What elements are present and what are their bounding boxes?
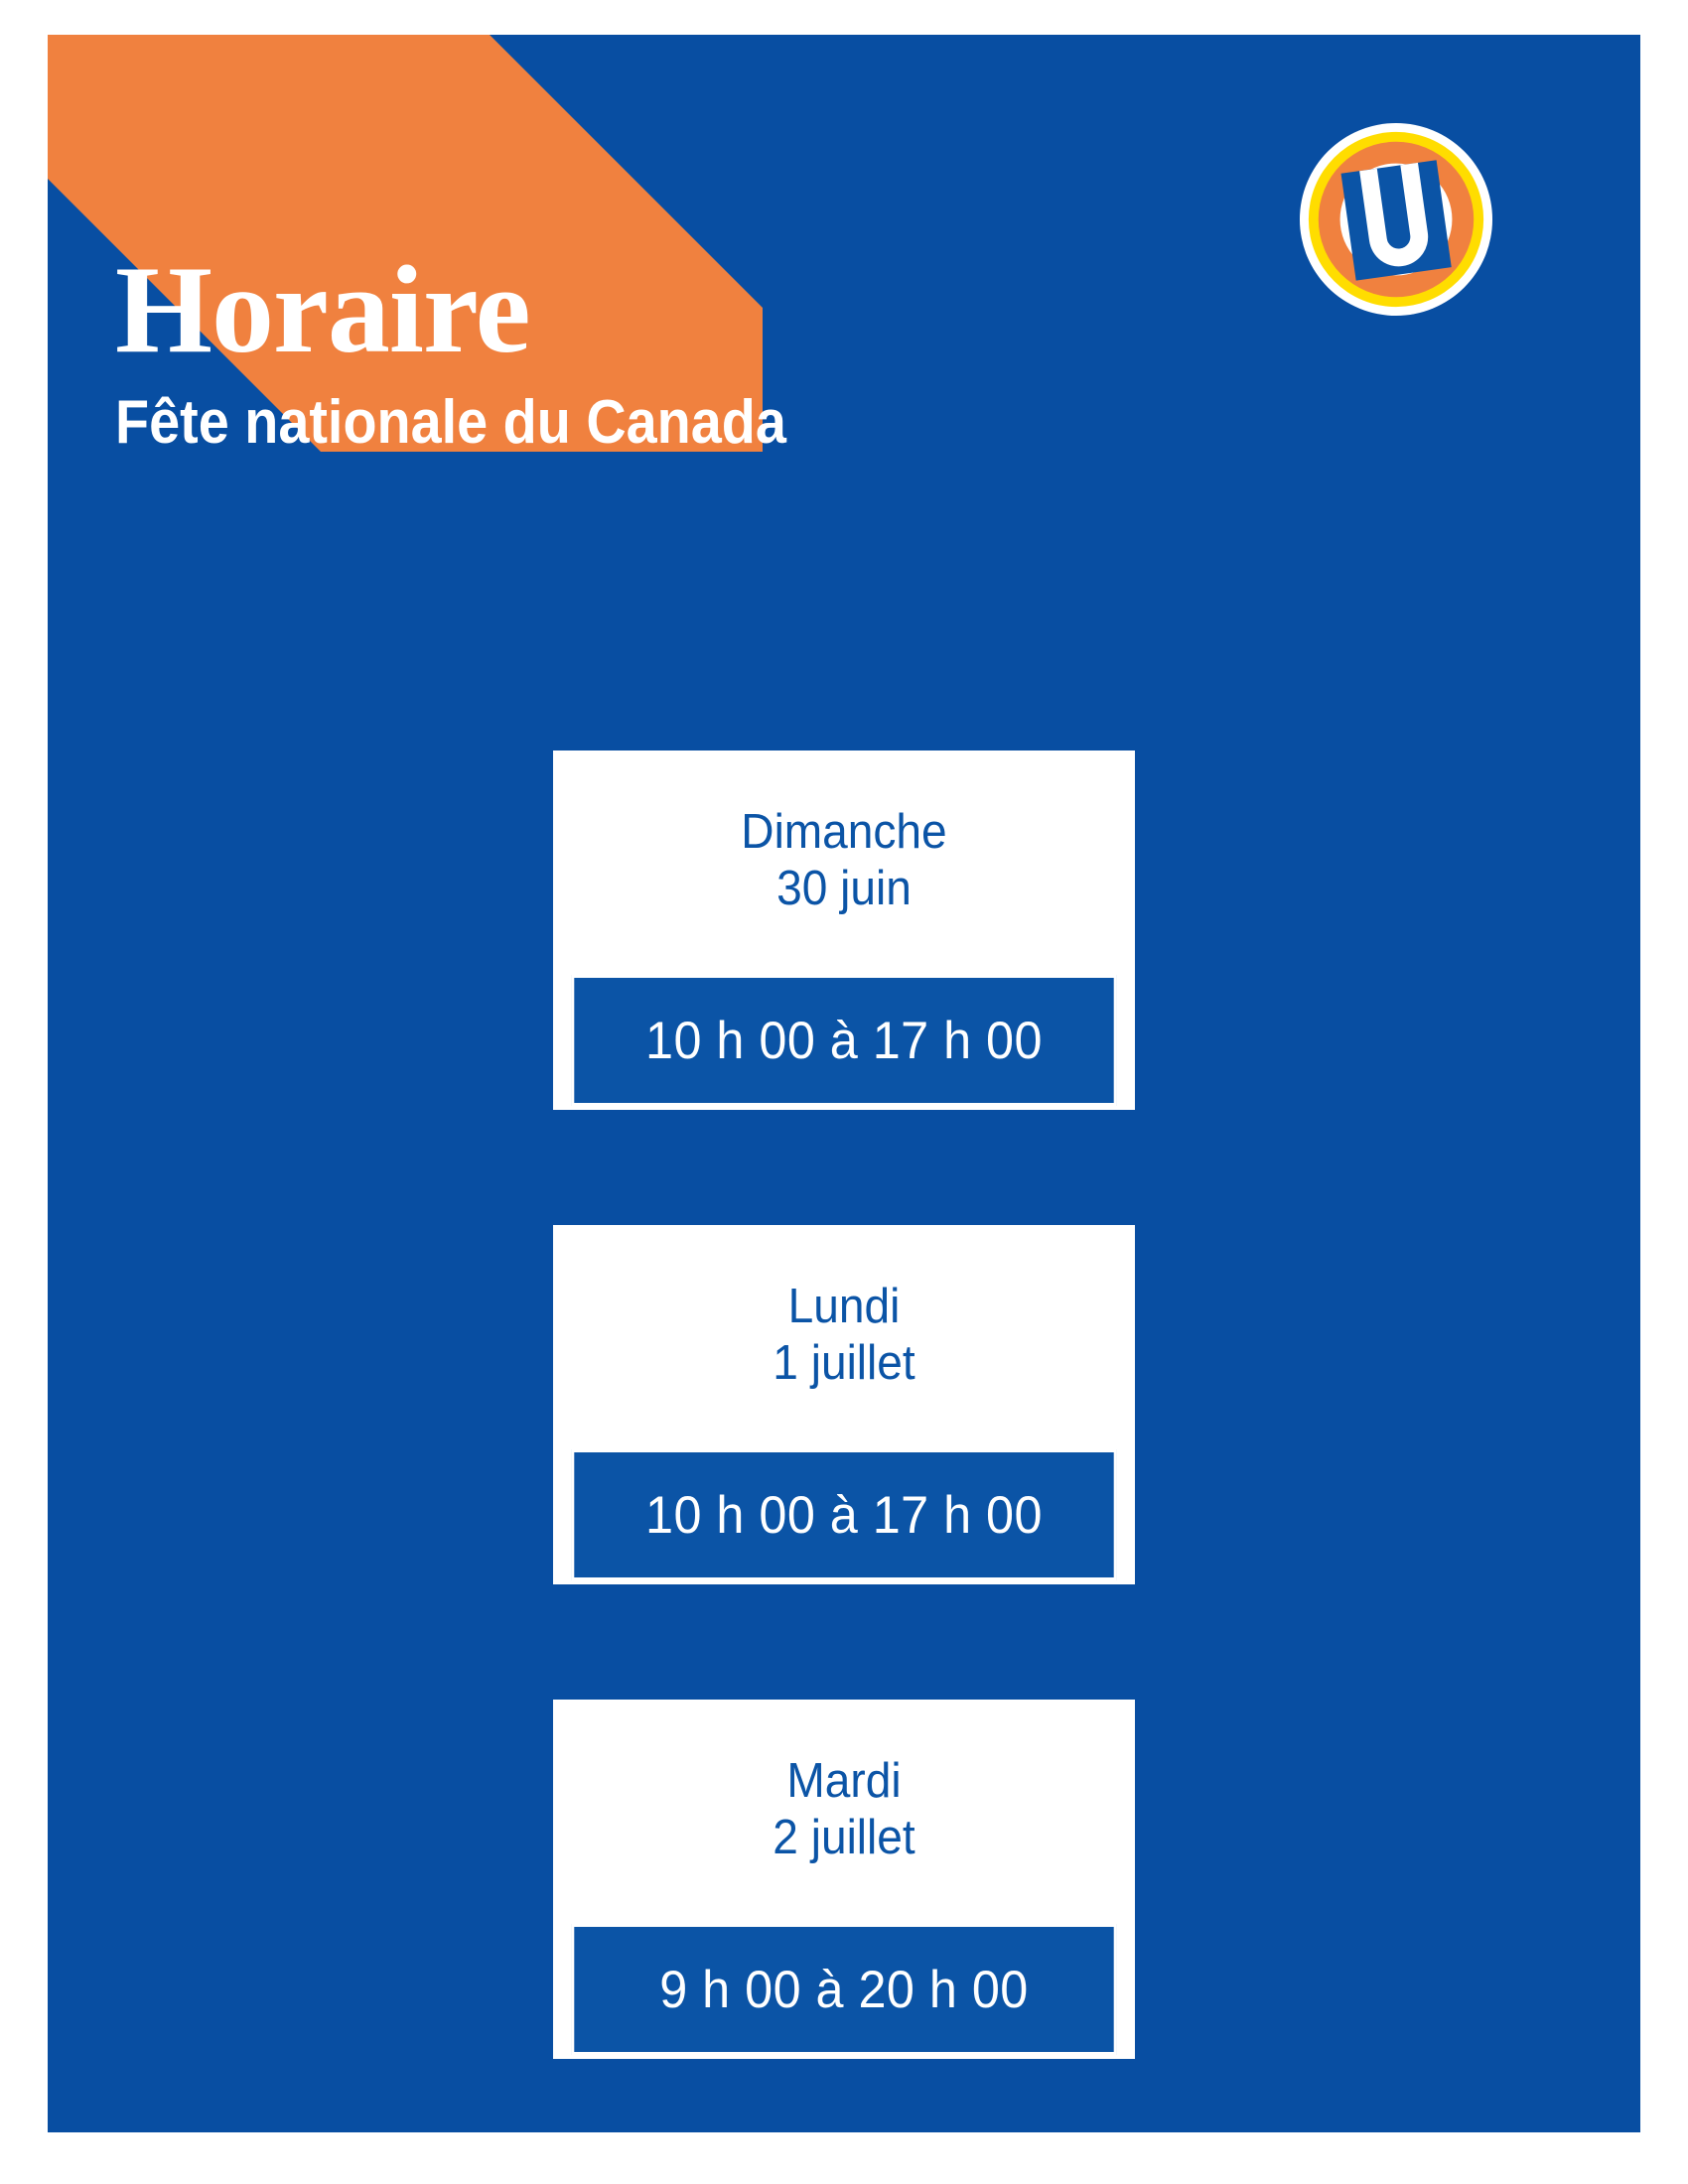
schedule-card-hours: 9 h 00 à 20 h 00: [571, 1924, 1117, 2055]
schedule-card-day: Lundi 1 juillet: [571, 1225, 1118, 1445]
schedule-card-hours-wrap: 10 h 00 à 17 h 00: [553, 1445, 1135, 1584]
schedule-card-hours: 10 h 00 à 17 h 00: [571, 1449, 1117, 1580]
page-subtitle: Fête nationale du Canada: [115, 388, 786, 457]
schedule-card-list: Dimanche 30 juin 10 h 00 à 17 h 00 Lundi…: [553, 751, 1135, 2059]
page-title: Horaire: [115, 241, 531, 379]
schedule-card-dayname: Dimanche: [741, 804, 947, 859]
schedule-card-dayname: Lundi: [787, 1279, 901, 1333]
schedule-card: Mardi 2 juillet 9 h 00 à 20 h 00: [553, 1700, 1135, 2059]
schedule-card-dayname: Mardi: [786, 1753, 902, 1808]
schedule-card: Lundi 1 juillet 10 h 00 à 17 h 00: [553, 1225, 1135, 1584]
schedule-poster: Horaire Fête nationale du Canada Dimanch…: [48, 35, 1640, 2132]
schedule-card-daydate: 2 juillet: [773, 1811, 915, 1864]
schedule-card: Dimanche 30 juin 10 h 00 à 17 h 00: [553, 751, 1135, 1110]
schedule-card-daydate: 30 juin: [776, 862, 912, 915]
headline-block: Horaire Fête nationale du Canada: [115, 248, 1207, 457]
u-logo-icon: [1299, 122, 1493, 317]
schedule-card-day: Mardi 2 juillet: [571, 1700, 1118, 1920]
schedule-card-daydate: 1 juillet: [773, 1336, 915, 1390]
schedule-card-day: Dimanche 30 juin: [571, 751, 1118, 971]
universite-u-logo: [1298, 121, 1494, 318]
schedule-card-hours-wrap: 10 h 00 à 17 h 00: [553, 971, 1135, 1110]
schedule-card-hours: 10 h 00 à 17 h 00: [571, 975, 1117, 1106]
schedule-card-hours-wrap: 9 h 00 à 20 h 00: [553, 1920, 1135, 2059]
